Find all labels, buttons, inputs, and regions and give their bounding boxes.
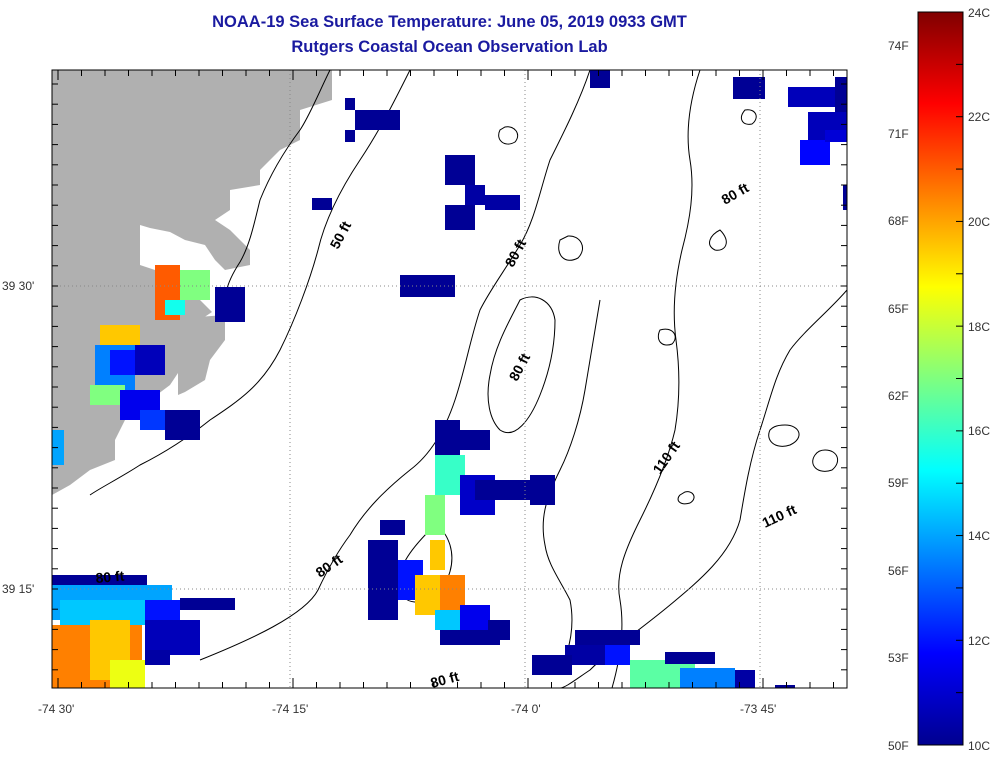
sst-pixel: [460, 605, 490, 630]
celsius-label: 10C: [968, 739, 990, 753]
contour-shoal-8: [558, 235, 583, 261]
x-tick-label: -73 45': [740, 702, 776, 716]
celsius-label: 20C: [968, 215, 990, 229]
x-tick-label: -74 30': [38, 702, 74, 716]
sst-pixel: [843, 185, 847, 210]
sst-pixel: [415, 575, 440, 615]
sst-pixel: [110, 660, 145, 688]
sst-pixel: [825, 130, 847, 142]
map-title: NOAA-19 Sea Surface Temperature: June 05…: [212, 13, 687, 31]
contour-shoal-6: [741, 109, 757, 125]
colorbar-scale: [917, 11, 964, 746]
sst-pixel: [788, 87, 838, 107]
sst-pixel: [110, 350, 135, 375]
sst-pixel: [565, 645, 610, 665]
sst-pixel: [440, 630, 500, 645]
map-subtitle: Rutgers Coastal Ocean Observation Lab: [291, 38, 608, 56]
celsius-label: 18C: [968, 320, 990, 334]
sst-pixel: [445, 155, 475, 185]
sst-pixels: [52, 70, 847, 688]
sst-pixel: [455, 430, 490, 450]
sst-pixel: [800, 140, 830, 165]
sst-pixel: [465, 185, 485, 205]
fahrenheit-label: 50F: [888, 739, 909, 753]
fahrenheit-label: 62F: [888, 389, 909, 403]
x-tick-label: -74 0': [511, 702, 541, 716]
celsius-label: 24C: [968, 6, 990, 20]
sst-pixel: [165, 300, 185, 315]
contour-shoal-9: [498, 126, 519, 145]
sst-pixel: [665, 652, 715, 664]
contour-shoal-2: [709, 229, 727, 251]
sst-pixel: [180, 598, 235, 610]
sst-pixel: [312, 198, 332, 210]
sst-pixel: [145, 620, 200, 655]
sst-pixel: [485, 195, 520, 210]
y-tick-label: 39 15': [2, 582, 34, 596]
x-tick-label: -74 15': [272, 702, 308, 716]
graticule: [52, 70, 847, 688]
sst-pixel: [530, 475, 555, 505]
celsius-label: 14C: [968, 529, 990, 543]
contour-ridge: [487, 296, 556, 433]
sst-pixel: [575, 630, 640, 645]
sst-pixel: [733, 77, 765, 99]
sst-pixel: [590, 70, 610, 88]
sst-pixel: [52, 575, 147, 585]
sst-pixel: [135, 345, 165, 375]
sst-pixel: [345, 130, 355, 142]
contour-110ft: [611, 70, 701, 688]
sst-pixel: [440, 575, 465, 610]
contour-shoal-7: [657, 328, 676, 346]
sst-pixel: [475, 480, 530, 500]
sst-pixel: [165, 410, 200, 440]
contour-50ft: [89, 70, 411, 496]
y-tick-label: 39 30': [2, 279, 34, 293]
contour-label: 80 ft: [429, 668, 461, 691]
celsius-label: 22C: [968, 110, 990, 124]
celsius-label: 12C: [968, 634, 990, 648]
bathymetry-contours: [89, 70, 847, 688]
sst-pixel: [435, 610, 460, 630]
sst-pixel: [430, 540, 445, 570]
sst-pixel: [180, 270, 210, 300]
axis-ticks: [52, 70, 847, 688]
fahrenheit-label: 53F: [888, 651, 909, 665]
sst-pixel: [145, 650, 170, 665]
sst-pixel: [380, 520, 405, 535]
fahrenheit-label: 68F: [888, 214, 909, 228]
sst-pixel: [368, 540, 398, 620]
sst-pixel: [445, 205, 475, 230]
celsius-label: 16C: [968, 424, 990, 438]
sst-pixel: [532, 655, 572, 675]
fahrenheit-label: 56F: [888, 564, 909, 578]
fahrenheit-label: 74F: [888, 39, 909, 53]
sst-pixel: [680, 668, 735, 688]
fahrenheit-label: 71F: [888, 127, 909, 141]
fahrenheit-label: 59F: [888, 476, 909, 490]
sst-pixel: [355, 110, 400, 130]
fahrenheit-label: 65F: [888, 302, 909, 316]
sst-pixel: [425, 495, 445, 535]
contour-label: 80 ft: [95, 568, 125, 586]
sst-pixel: [775, 685, 795, 688]
contour-shoal-3: [768, 424, 800, 447]
contour-shoal-5: [677, 491, 695, 505]
colorbar-ticks: [956, 11, 963, 746]
contour-80ft-west: [225, 70, 331, 316]
contour-shoal-4: [812, 449, 839, 472]
sst-pixel: [215, 287, 245, 322]
sst-pixel: [345, 98, 355, 110]
sst-pixel: [400, 275, 455, 297]
sst-pixel: [835, 77, 847, 117]
map-frame: [51, 69, 848, 689]
sst-pixel: [605, 645, 630, 665]
land-peninsula: [178, 315, 225, 395]
sst-pixel: [90, 385, 125, 405]
contour-80ft-mid: [199, 70, 591, 661]
